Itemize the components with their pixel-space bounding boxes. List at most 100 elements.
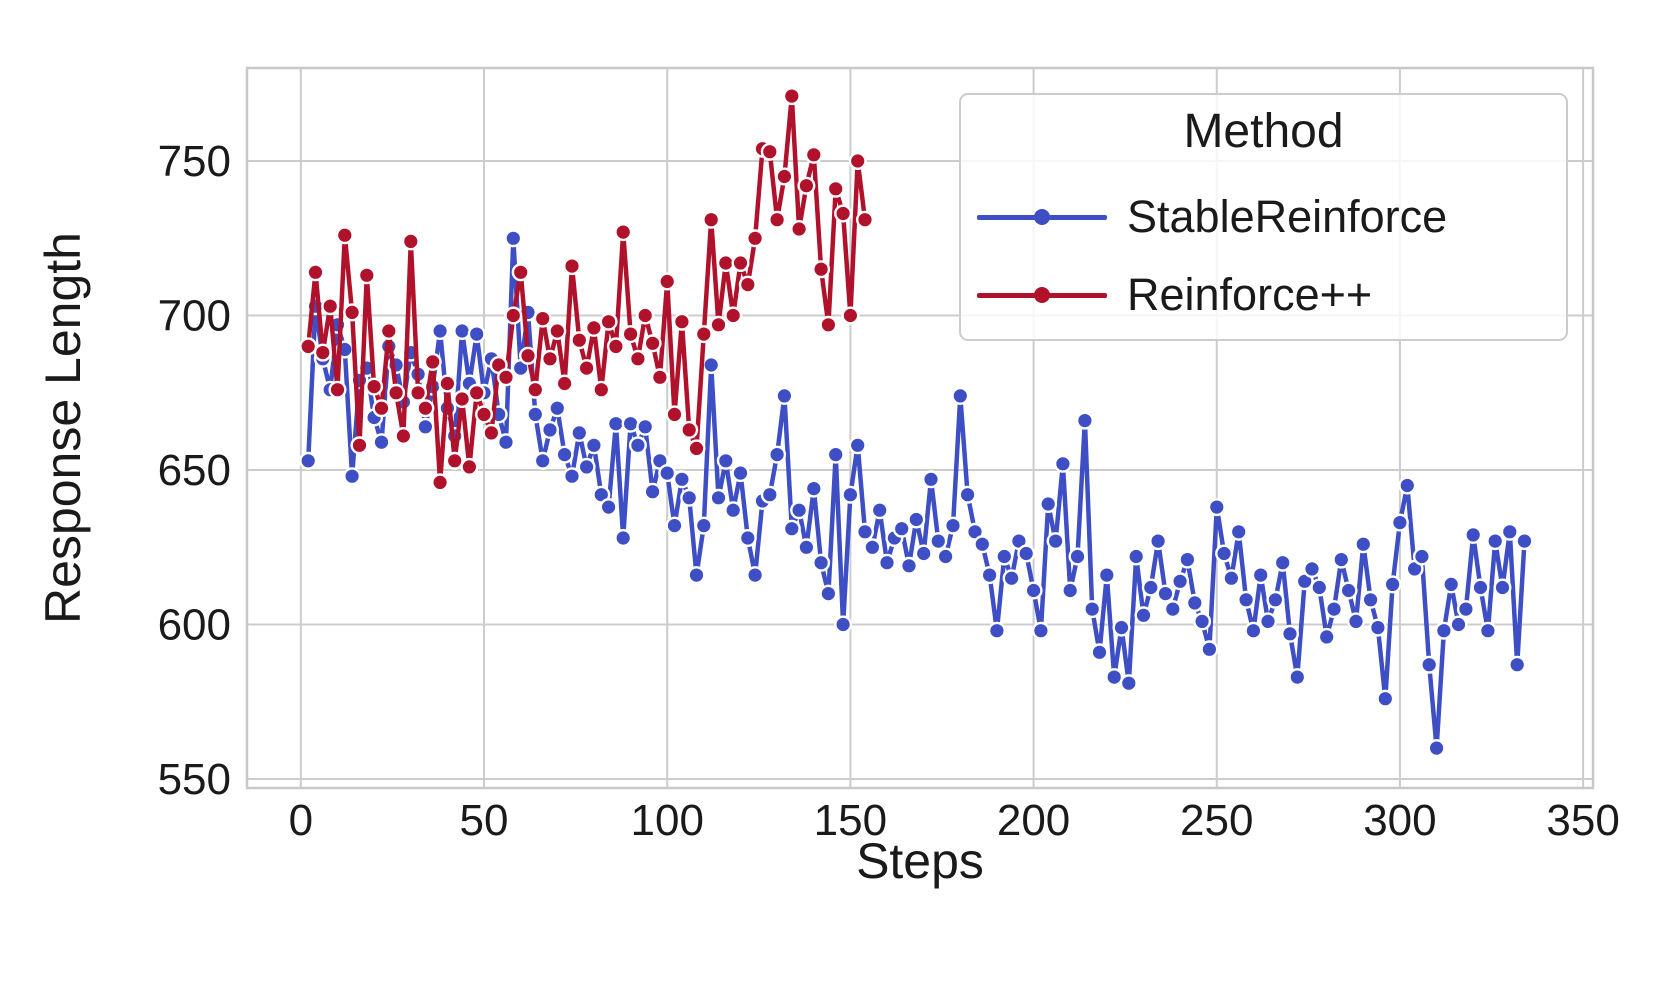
data-point xyxy=(1053,454,1072,473)
data-point xyxy=(716,253,735,272)
data-point xyxy=(1368,618,1387,637)
y-tick-label: 550 xyxy=(158,755,231,804)
data-point xyxy=(1244,621,1263,640)
data-point xyxy=(1251,566,1270,585)
data-point xyxy=(1215,544,1234,563)
y-axis-label: Response Length xyxy=(35,232,91,624)
data-point xyxy=(716,451,735,470)
data-point xyxy=(672,470,691,489)
data-point xyxy=(1185,593,1204,612)
data-point xyxy=(555,374,574,393)
data-point xyxy=(1237,590,1256,609)
y-tick-label: 600 xyxy=(158,601,231,650)
data-point xyxy=(563,467,582,486)
data-point xyxy=(680,420,699,439)
data-point xyxy=(1310,578,1329,597)
data-point xyxy=(1119,674,1138,693)
legend-title: Method xyxy=(1183,105,1344,158)
data-point xyxy=(541,420,560,439)
data-point xyxy=(1141,578,1160,597)
data-point xyxy=(1222,569,1241,588)
data-point xyxy=(914,544,933,563)
data-point xyxy=(834,615,853,634)
legend-label-stablereinforce: StableReinforce xyxy=(1127,191,1448,242)
data-point xyxy=(533,451,552,470)
data-point xyxy=(834,204,853,223)
data-point xyxy=(687,566,706,585)
data-point xyxy=(797,538,816,557)
tick-labels: 0 50 100 150 200 250 300 350 550 600 650 700 750 xyxy=(158,137,1620,845)
data-point xyxy=(1434,621,1453,640)
data-point xyxy=(1478,621,1497,640)
data-point xyxy=(504,306,523,325)
data-point xyxy=(335,226,354,245)
data-point xyxy=(621,414,640,433)
legend-label-reinforcepp: Reinforce++ xyxy=(1127,269,1373,320)
data-point xyxy=(900,556,919,575)
x-tick-label: 150 xyxy=(814,796,887,845)
data-point xyxy=(497,433,516,452)
data-point xyxy=(592,380,611,399)
data-point xyxy=(650,368,669,387)
data-point xyxy=(636,306,655,325)
data-point xyxy=(812,553,831,572)
data-point xyxy=(958,485,977,504)
data-point xyxy=(1515,532,1534,551)
data-point xyxy=(973,535,992,554)
data-point xyxy=(1376,689,1395,708)
data-point xyxy=(658,464,677,483)
x-tick-label: 100 xyxy=(631,796,704,845)
plot-border xyxy=(245,66,1595,790)
data-point xyxy=(526,405,545,424)
data-point xyxy=(863,538,882,557)
data-point xyxy=(687,439,706,458)
data-point xyxy=(804,479,823,498)
data-point xyxy=(929,532,948,551)
data-point xyxy=(321,297,340,316)
data-point xyxy=(1442,575,1461,594)
data-point xyxy=(790,219,809,238)
data-point xyxy=(1149,532,1168,551)
data-point xyxy=(1127,547,1146,566)
data-point xyxy=(826,445,845,464)
x-tick-label: 0 xyxy=(289,796,313,845)
data-point xyxy=(907,510,926,529)
data-point xyxy=(431,322,450,341)
data-point xyxy=(1427,739,1446,758)
data-point xyxy=(606,414,625,433)
data-point xyxy=(731,464,750,483)
data-point xyxy=(643,482,662,501)
data-point xyxy=(922,470,941,489)
data-point xyxy=(987,621,1006,640)
data-point xyxy=(431,473,450,492)
legend-row-reinforcepp: Reinforce++ xyxy=(977,267,1566,323)
data-point xyxy=(1354,535,1373,554)
data-point xyxy=(1398,476,1417,495)
data-point xyxy=(738,275,757,294)
data-point xyxy=(1200,640,1219,659)
data-point xyxy=(1002,569,1021,588)
data-point xyxy=(1493,578,1512,597)
data-point xyxy=(577,359,596,378)
data-point xyxy=(387,383,406,402)
data-point xyxy=(680,488,699,507)
data-point xyxy=(1031,621,1050,640)
data-point xyxy=(1456,600,1475,619)
data-point xyxy=(350,436,369,455)
data-point xyxy=(636,417,655,436)
data-point xyxy=(951,386,970,405)
data-point xyxy=(1046,532,1065,551)
data-point xyxy=(628,436,647,455)
data-point xyxy=(606,337,625,356)
data-point xyxy=(1134,606,1153,625)
data-point xyxy=(1105,668,1124,687)
data-point xyxy=(299,451,318,470)
data-point xyxy=(1178,550,1197,569)
data-point xyxy=(599,498,618,517)
data-point xyxy=(1324,600,1343,619)
data-point xyxy=(1112,618,1131,637)
data-point xyxy=(892,519,911,538)
data-point xyxy=(1288,668,1307,687)
data-point xyxy=(475,405,494,424)
x-tick-label: 350 xyxy=(1546,796,1619,845)
